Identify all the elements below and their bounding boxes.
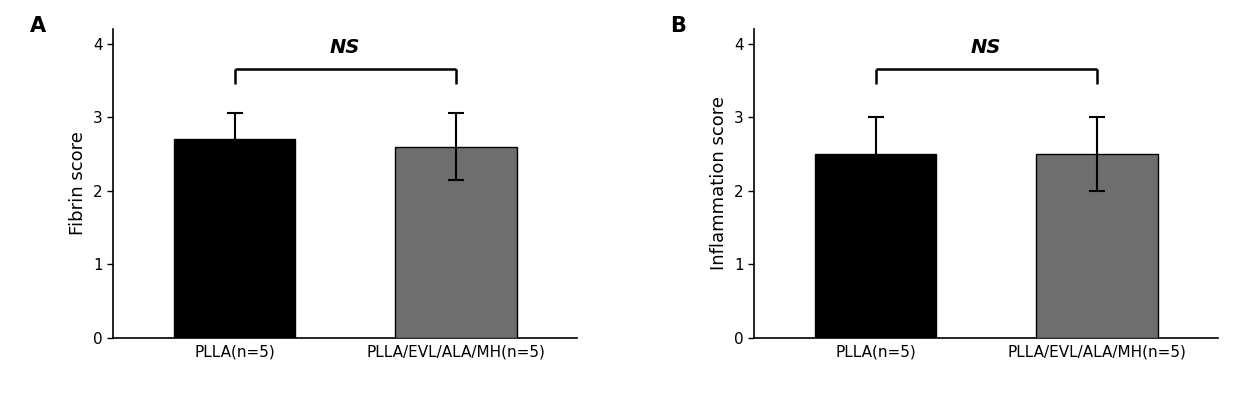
Bar — [815, 154, 937, 338]
Text: A: A — [29, 16, 45, 37]
Bar — [1036, 154, 1158, 338]
Text: B: B — [671, 16, 686, 37]
Y-axis label: Fibrin score: Fibrin score — [69, 131, 88, 235]
Bar — [173, 139, 295, 338]
Bar — [394, 147, 516, 338]
Text: NS: NS — [330, 38, 360, 57]
Text: NS: NS — [971, 38, 1001, 57]
Y-axis label: Inflammation score: Inflammation score — [710, 96, 728, 270]
